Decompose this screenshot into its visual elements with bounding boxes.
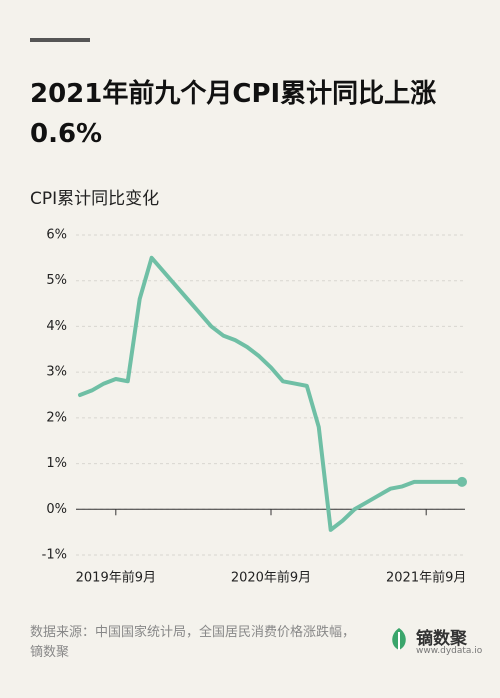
x-tick-label: 2021年前9月 — [386, 570, 466, 586]
y-tick-label: 2% — [46, 410, 67, 425]
y-tick-label: 6% — [46, 228, 67, 243]
x-tick-label: 2020年前9月 — [231, 570, 311, 586]
y-tick-label: 1% — [46, 456, 67, 471]
x-tick-label: 2019年前9月 — [76, 570, 156, 586]
y-tick-label: 5% — [46, 273, 67, 288]
y-tick-label: 4% — [46, 319, 67, 334]
logo-name: 镝数聚 — [416, 629, 467, 649]
y-tick-label: 3% — [46, 365, 67, 380]
source-note: 数据来源：中国国家统计局，全国居民消费价格涨跌幅，镝数聚 — [30, 625, 356, 660]
y-tick-label: -1% — [42, 548, 67, 563]
chart-subtitle: CPI累计同比变化 — [30, 189, 160, 209]
logo-icon — [392, 628, 406, 650]
chart: -1% 0% 1% 2% 3% 4% 5% 6% 2019年前9月 2020年前9月 2021年前9… — [42, 228, 467, 586]
logo-url: www.dydata.io — [416, 646, 483, 656]
line-series — [78, 255, 464, 532]
end-point — [457, 476, 467, 487]
chart-title: 2021年前九个月CPI累计同比上涨0.6% — [30, 79, 437, 149]
decor-bar — [30, 38, 90, 42]
y-tick-label: 0% — [46, 502, 67, 517]
